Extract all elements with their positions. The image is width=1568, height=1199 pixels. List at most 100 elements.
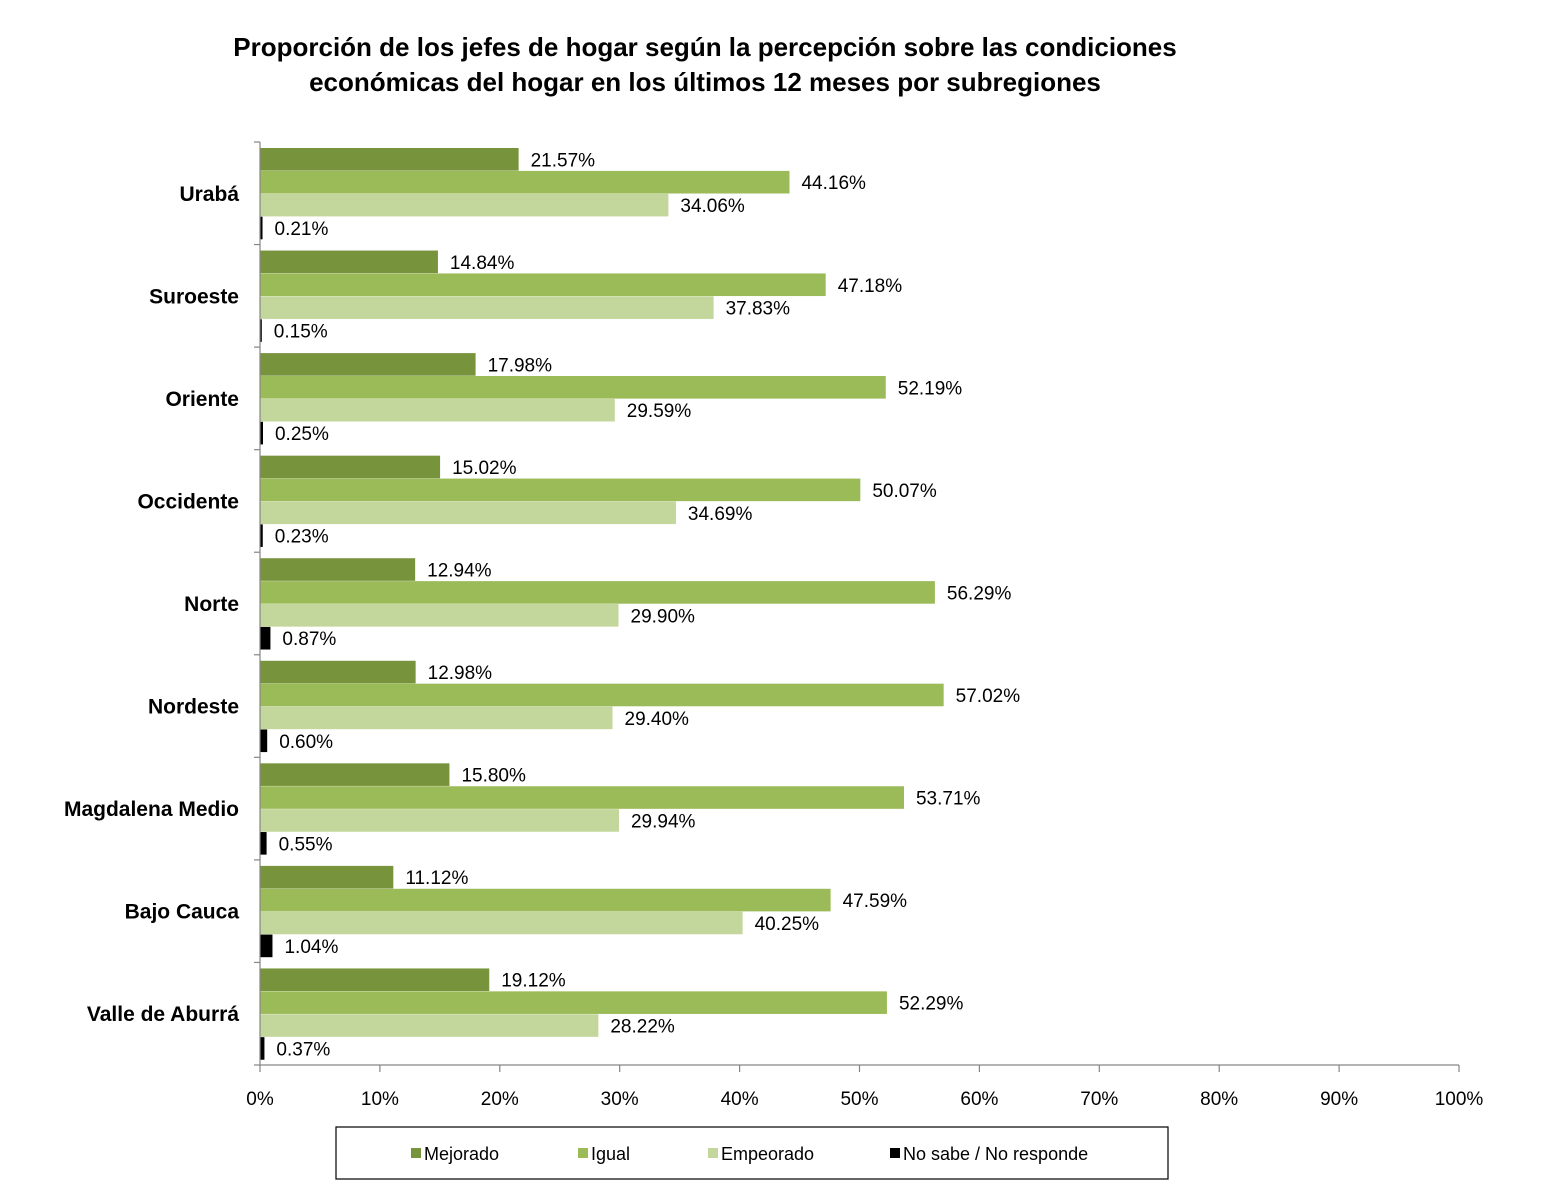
legend-swatch-igual bbox=[578, 1148, 588, 1158]
bar-oriente-empeorado bbox=[260, 398, 615, 422]
bar-norte-igual bbox=[260, 581, 935, 604]
bar-uraba-mejorado bbox=[260, 148, 519, 171]
data-label-nordeste-igual: 57.02% bbox=[956, 686, 1021, 707]
x-tick-label: 60% bbox=[960, 1089, 998, 1110]
x-tick-label: 50% bbox=[840, 1089, 878, 1110]
data-label-occidente-igual: 50.07% bbox=[872, 481, 937, 502]
data-label-suroeste-igual: 47.18% bbox=[838, 276, 903, 297]
bar-norte-no-sabe-no-responde bbox=[260, 626, 271, 650]
bar-occidente-no-sabe-no-responde bbox=[260, 524, 263, 547]
x-tick-label: 70% bbox=[1080, 1089, 1118, 1110]
data-label-valle-de-aburra-igual: 52.29% bbox=[899, 994, 964, 1015]
data-label-valle-de-aburra-no-sabe-no-responde: 0.37% bbox=[276, 1039, 330, 1060]
data-label-oriente-igual: 52.19% bbox=[898, 378, 963, 399]
data-label-oriente-no-sabe-no-responde: 0.25% bbox=[275, 424, 329, 445]
bar-valle-de-aburra-mejorado bbox=[260, 968, 490, 992]
bar-suroeste-igual bbox=[260, 273, 826, 297]
bar-nordeste-igual bbox=[260, 683, 944, 707]
bar-magdalena-medio-no-sabe-no-responde bbox=[260, 832, 267, 855]
bar-valle-de-aburra-no-sabe-no-responde bbox=[260, 1037, 265, 1060]
legend-label-no-sabe-no-responde: No sabe / No responde bbox=[903, 1144, 1088, 1164]
x-tick-label: 90% bbox=[1320, 1089, 1358, 1110]
category-label-bajo-cauca: Bajo Cauca bbox=[125, 901, 240, 924]
bar-norte-empeorado bbox=[260, 604, 619, 627]
legend: Mejorado Igual Empeorado No sabe / No respo… bbox=[335, 1126, 1169, 1180]
category-label-uraba: Urabá bbox=[179, 183, 239, 206]
category-label-magdalena-medio: Magdalena Medio bbox=[64, 798, 239, 821]
bar-uraba-empeorado bbox=[260, 193, 669, 217]
category-label-nordeste: Nordeste bbox=[148, 696, 239, 719]
bar-suroeste-mejorado bbox=[260, 250, 438, 274]
data-label-bajo-cauca-no-sabe-no-responde: 1.04% bbox=[284, 937, 338, 958]
data-label-bajo-cauca-mejorado: 11.12% bbox=[405, 868, 468, 889]
x-tick-label: 30% bbox=[601, 1089, 639, 1110]
data-label-bajo-cauca-empeorado: 40.25% bbox=[755, 914, 820, 935]
data-label-norte-mejorado: 12.94% bbox=[427, 561, 492, 582]
bar-oriente-mejorado bbox=[260, 353, 476, 376]
x-tick-label: 80% bbox=[1200, 1089, 1238, 1110]
data-label-occidente-mejorado: 15.02% bbox=[452, 458, 517, 479]
data-label-oriente-empeorado: 29.59% bbox=[627, 401, 692, 422]
bar-occidente-igual bbox=[260, 478, 861, 502]
x-tick-label: 10% bbox=[361, 1089, 399, 1110]
data-label-magdalena-medio-igual: 53.71% bbox=[916, 789, 981, 810]
data-label-oriente-mejorado: 17.98% bbox=[488, 355, 553, 376]
bar-suroeste-no-sabe-no-responde bbox=[260, 319, 262, 342]
category-label-valle-de-aburra: Valle de Aburrá bbox=[87, 1003, 239, 1026]
chart-title-line-1: Proporción de los jefes de hogar según l… bbox=[233, 32, 1177, 62]
bar-suroeste-empeorado bbox=[260, 296, 714, 319]
legend-label-mejorado: Mejorado bbox=[424, 1144, 499, 1164]
data-label-magdalena-medio-mejorado: 15.80% bbox=[461, 766, 526, 787]
bar-bajo-cauca-igual bbox=[260, 888, 831, 912]
bar-magdalena-medio-mejorado bbox=[260, 763, 450, 786]
legend-swatch-empeorado bbox=[708, 1148, 718, 1158]
category-label-suroeste: Suroeste bbox=[149, 285, 239, 308]
data-label-norte-igual: 56.29% bbox=[947, 583, 1012, 604]
data-label-uraba-no-sabe-no-responde: 0.21% bbox=[275, 219, 329, 240]
x-tick-label: 100% bbox=[1435, 1089, 1484, 1110]
x-tick-label: 40% bbox=[721, 1089, 759, 1110]
bar-valle-de-aburra-empeorado bbox=[260, 1014, 599, 1037]
bar-nordeste-mejorado bbox=[260, 660, 416, 684]
data-label-uraba-mejorado: 21.57% bbox=[531, 150, 596, 171]
bars-layer: 21.57% 44.16% 34.06% 0.21% 14.84% 47.18% 37.83… bbox=[260, 148, 1020, 1060]
category-label-norte: Norte bbox=[184, 593, 239, 616]
bar-oriente-igual bbox=[260, 376, 886, 399]
data-label-norte-no-sabe-no-responde: 0.87% bbox=[282, 629, 336, 650]
data-label-uraba-empeorado: 34.06% bbox=[680, 196, 745, 217]
data-label-uraba-igual: 44.16% bbox=[801, 173, 866, 194]
bar-bajo-cauca-no-sabe-no-responde bbox=[260, 934, 273, 958]
category-label-occidente: Occidente bbox=[137, 490, 239, 513]
bar-occidente-mejorado bbox=[260, 455, 441, 479]
data-label-magdalena-medio-empeorado: 29.94% bbox=[631, 811, 696, 832]
data-label-occidente-empeorado: 34.69% bbox=[688, 504, 753, 525]
chart-title-line-2: económicas del hogar en los últimos 12 m… bbox=[309, 67, 1101, 97]
bar-oriente-no-sabe-no-responde bbox=[260, 421, 263, 445]
legend-label-igual: Igual bbox=[591, 1144, 630, 1164]
data-label-nordeste-no-sabe-no-responde: 0.60% bbox=[279, 732, 333, 753]
bar-norte-mejorado bbox=[260, 558, 416, 581]
data-label-nordeste-mejorado: 12.98% bbox=[428, 663, 493, 684]
data-label-bajo-cauca-igual: 47.59% bbox=[843, 891, 908, 912]
data-label-valle-de-aburra-mejorado: 19.12% bbox=[501, 971, 566, 992]
bar-bajo-cauca-empeorado bbox=[260, 911, 743, 935]
bar-occidente-empeorado bbox=[260, 501, 676, 525]
legend-swatch-mejorado bbox=[411, 1148, 421, 1158]
bar-uraba-igual bbox=[260, 170, 790, 194]
legend-label-empeorado: Empeorado bbox=[721, 1144, 814, 1164]
chart-title: Proporción de los jefes de hogar según l… bbox=[0, 30, 1410, 100]
category-label-oriente: Oriente bbox=[165, 388, 239, 411]
data-label-occidente-no-sabe-no-responde: 0.23% bbox=[275, 527, 329, 548]
legend-swatch-no-sabe-no-responde bbox=[890, 1148, 900, 1158]
data-label-suroeste-mejorado: 14.84% bbox=[450, 253, 515, 274]
bar-nordeste-empeorado bbox=[260, 706, 613, 730]
data-label-norte-empeorado: 29.90% bbox=[631, 606, 696, 627]
x-tick-label: 0% bbox=[246, 1089, 274, 1110]
bar-bajo-cauca-mejorado bbox=[260, 865, 394, 889]
bar-uraba-no-sabe-no-responde bbox=[260, 216, 263, 240]
bar-valle-de-aburra-igual bbox=[260, 991, 887, 1014]
data-label-nordeste-empeorado: 29.40% bbox=[625, 709, 690, 730]
data-label-suroeste-no-sabe-no-responde: 0.15% bbox=[274, 322, 328, 343]
legend-box bbox=[335, 1126, 1169, 1180]
